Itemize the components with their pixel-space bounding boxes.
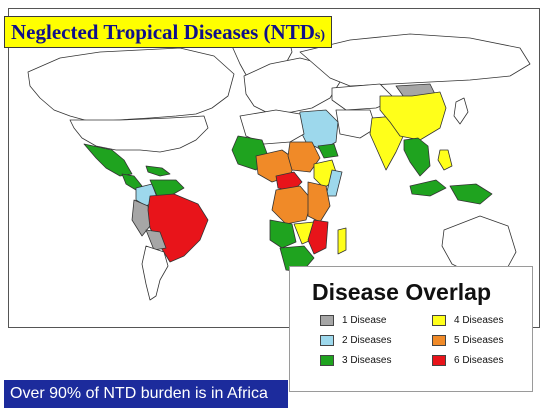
congo <box>271 185 313 225</box>
japan <box>453 97 469 125</box>
somalia <box>325 169 343 197</box>
legend-item-4: 4 Diseases <box>432 315 503 326</box>
legend-swatch-3 <box>320 355 334 366</box>
legend-item-1: 1 Disease <box>320 315 386 326</box>
legend-label-6: 6 Diseases <box>454 355 504 366</box>
legend-item-6: 6 Diseases <box>432 355 503 366</box>
mozambique <box>307 219 329 255</box>
legend-label-2: 2 Diseases <box>342 335 392 346</box>
east-africa <box>307 181 331 223</box>
angola <box>269 219 297 249</box>
legend-swatch-4 <box>432 315 446 326</box>
footer-banner: Over 90% of NTD burden is in Africa <box>4 380 288 408</box>
legend-label-5: 5 Diseases <box>454 335 504 346</box>
yemen <box>317 143 339 159</box>
bolivia <box>145 229 167 251</box>
venezuela-guianas <box>149 179 185 199</box>
legend-title: Disease Overlap <box>312 279 492 305</box>
legend-swatch-2 <box>320 335 334 346</box>
north-america-north <box>27 47 235 123</box>
legend: Disease Overlap 1 Disease 2 Diseases 3 D… <box>289 266 533 392</box>
russia <box>299 33 531 87</box>
southern-africa <box>279 245 315 273</box>
indonesia-west <box>409 179 447 197</box>
usa <box>69 115 209 153</box>
legend-item-2: 2 Diseases <box>320 335 391 346</box>
title-banner: Neglected Tropical Diseases (NTDs) <box>4 16 332 48</box>
legend-swatch-6 <box>432 355 446 366</box>
page-title: Neglected Tropical Diseases (NTDs) <box>11 19 325 44</box>
argentina-chile <box>141 245 169 301</box>
madagascar <box>337 227 347 255</box>
footer-banner-text: Over 90% of NTD burden is in Africa <box>10 385 268 402</box>
iran-afghanistan <box>335 109 377 139</box>
legend-item-5: 5 Diseases <box>432 335 503 346</box>
southeast-asia <box>403 137 431 177</box>
sudan <box>287 141 321 173</box>
philippines <box>437 149 453 171</box>
legend-swatch-1 <box>320 315 334 326</box>
legend-swatch-5 <box>432 335 446 346</box>
legend-item-3: 3 Diseases <box>320 355 391 366</box>
europe <box>243 57 341 115</box>
legend-label-1: 1 Disease <box>342 315 387 326</box>
indonesia-east <box>449 183 493 205</box>
legend-label-3: 3 Diseases <box>342 355 392 366</box>
legend-label-4: 4 Diseases <box>454 315 504 326</box>
north-africa <box>239 109 305 145</box>
caribbean <box>145 165 171 177</box>
china <box>379 91 447 141</box>
